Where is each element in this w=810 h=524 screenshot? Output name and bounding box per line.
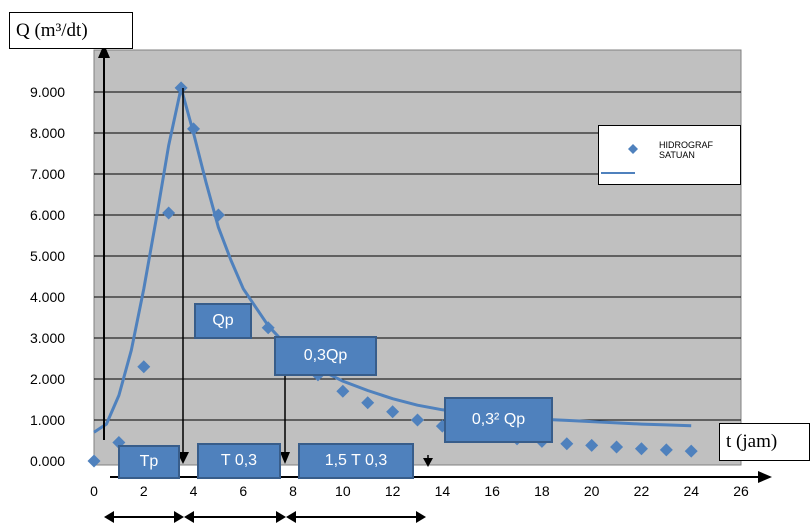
x-tick-label: 18 (534, 483, 550, 499)
legend: HIDROGRAF SATUAN (598, 125, 741, 185)
q-axis-arrowhead (98, 44, 110, 58)
y-axis-ticks: 0.000 1.000 2.000 3.000 4.000 5.000 6.000 7.000… (30, 84, 65, 469)
t03-span-head-left (184, 511, 194, 523)
q03-drop-arrowhead (280, 452, 290, 464)
x-tick-label: 20 (584, 483, 600, 499)
x-tick-label: 8 (289, 483, 297, 499)
y-tick-label: 8.000 (30, 125, 65, 141)
y-axis-title: Q (m³/dt) (9, 12, 133, 49)
annotation-tp: Tp (118, 445, 180, 479)
data-point (174, 81, 188, 95)
x-tick-label: 2 (140, 483, 148, 499)
gridlines (94, 91, 741, 421)
qp-drop-arrowhead (177, 452, 189, 464)
annotation-032qp: 0,3² Qp (444, 397, 553, 443)
data-point (261, 321, 275, 335)
x-tick-label: 6 (239, 483, 247, 499)
x-tick-label: 0 (90, 483, 98, 499)
data-point (585, 438, 599, 452)
data-point (87, 454, 101, 468)
y-tick-label: 2.000 (30, 371, 65, 387)
data-point (137, 360, 151, 374)
y-tick-label: 1.000 (30, 412, 65, 428)
y-tick-label: 3.000 (30, 330, 65, 346)
t15-span-head-right (416, 511, 426, 523)
annotation-15t03: 1,5 T 0,3 (298, 443, 414, 479)
data-point (211, 208, 225, 222)
x-tick-label: 14 (435, 483, 451, 499)
data-point (361, 396, 375, 410)
plot-area (93, 49, 742, 466)
annotation-qp: Qp (194, 303, 252, 339)
x-tick-label: 26 (733, 483, 749, 499)
t15-span-head-left (286, 511, 296, 523)
q032-drop-arrowhead (423, 458, 433, 467)
x-tick-label: 22 (634, 483, 650, 499)
y-tick-label: 9.000 (30, 84, 65, 100)
tp-span-head-left (104, 511, 114, 523)
x-axis-title: t (jam) (719, 423, 810, 461)
data-point (684, 444, 698, 458)
x-axis-ticks: 0 2 4 6 8 10 12 14 16 18 20 22 24 26 (90, 483, 749, 499)
x-tick-label: 24 (683, 483, 699, 499)
x-tick-label: 16 (484, 483, 500, 499)
legend-line-icon (601, 172, 635, 174)
legend-diamond-icon (628, 144, 638, 154)
legend-label: HIDROGRAF SATUAN (659, 140, 713, 160)
y-tick-label: 4.000 (30, 289, 65, 305)
data-point (610, 440, 624, 454)
data-point (634, 442, 648, 456)
data-point (162, 206, 176, 220)
y-tick-label: 0.000 (30, 453, 65, 469)
annotation-03qp: 0,3Qp (274, 336, 377, 376)
data-point (187, 122, 201, 136)
x-tick-label: 4 (190, 483, 198, 499)
data-point (560, 437, 574, 451)
tp-span-head-right (174, 511, 184, 523)
y-tick-label: 7.000 (30, 166, 65, 182)
t-axis-arrowhead (758, 471, 772, 483)
data-point (336, 384, 350, 398)
x-tick-label: 12 (385, 483, 401, 499)
y-tick-label: 5.000 (30, 248, 65, 264)
x-tick-label: 10 (335, 483, 351, 499)
data-point (411, 413, 424, 427)
y-tick-label: 6.000 (30, 207, 65, 223)
annotation-t03: T 0,3 (197, 443, 281, 479)
t03-span-head-right (276, 511, 286, 523)
data-point (386, 405, 400, 419)
data-point (659, 443, 673, 457)
